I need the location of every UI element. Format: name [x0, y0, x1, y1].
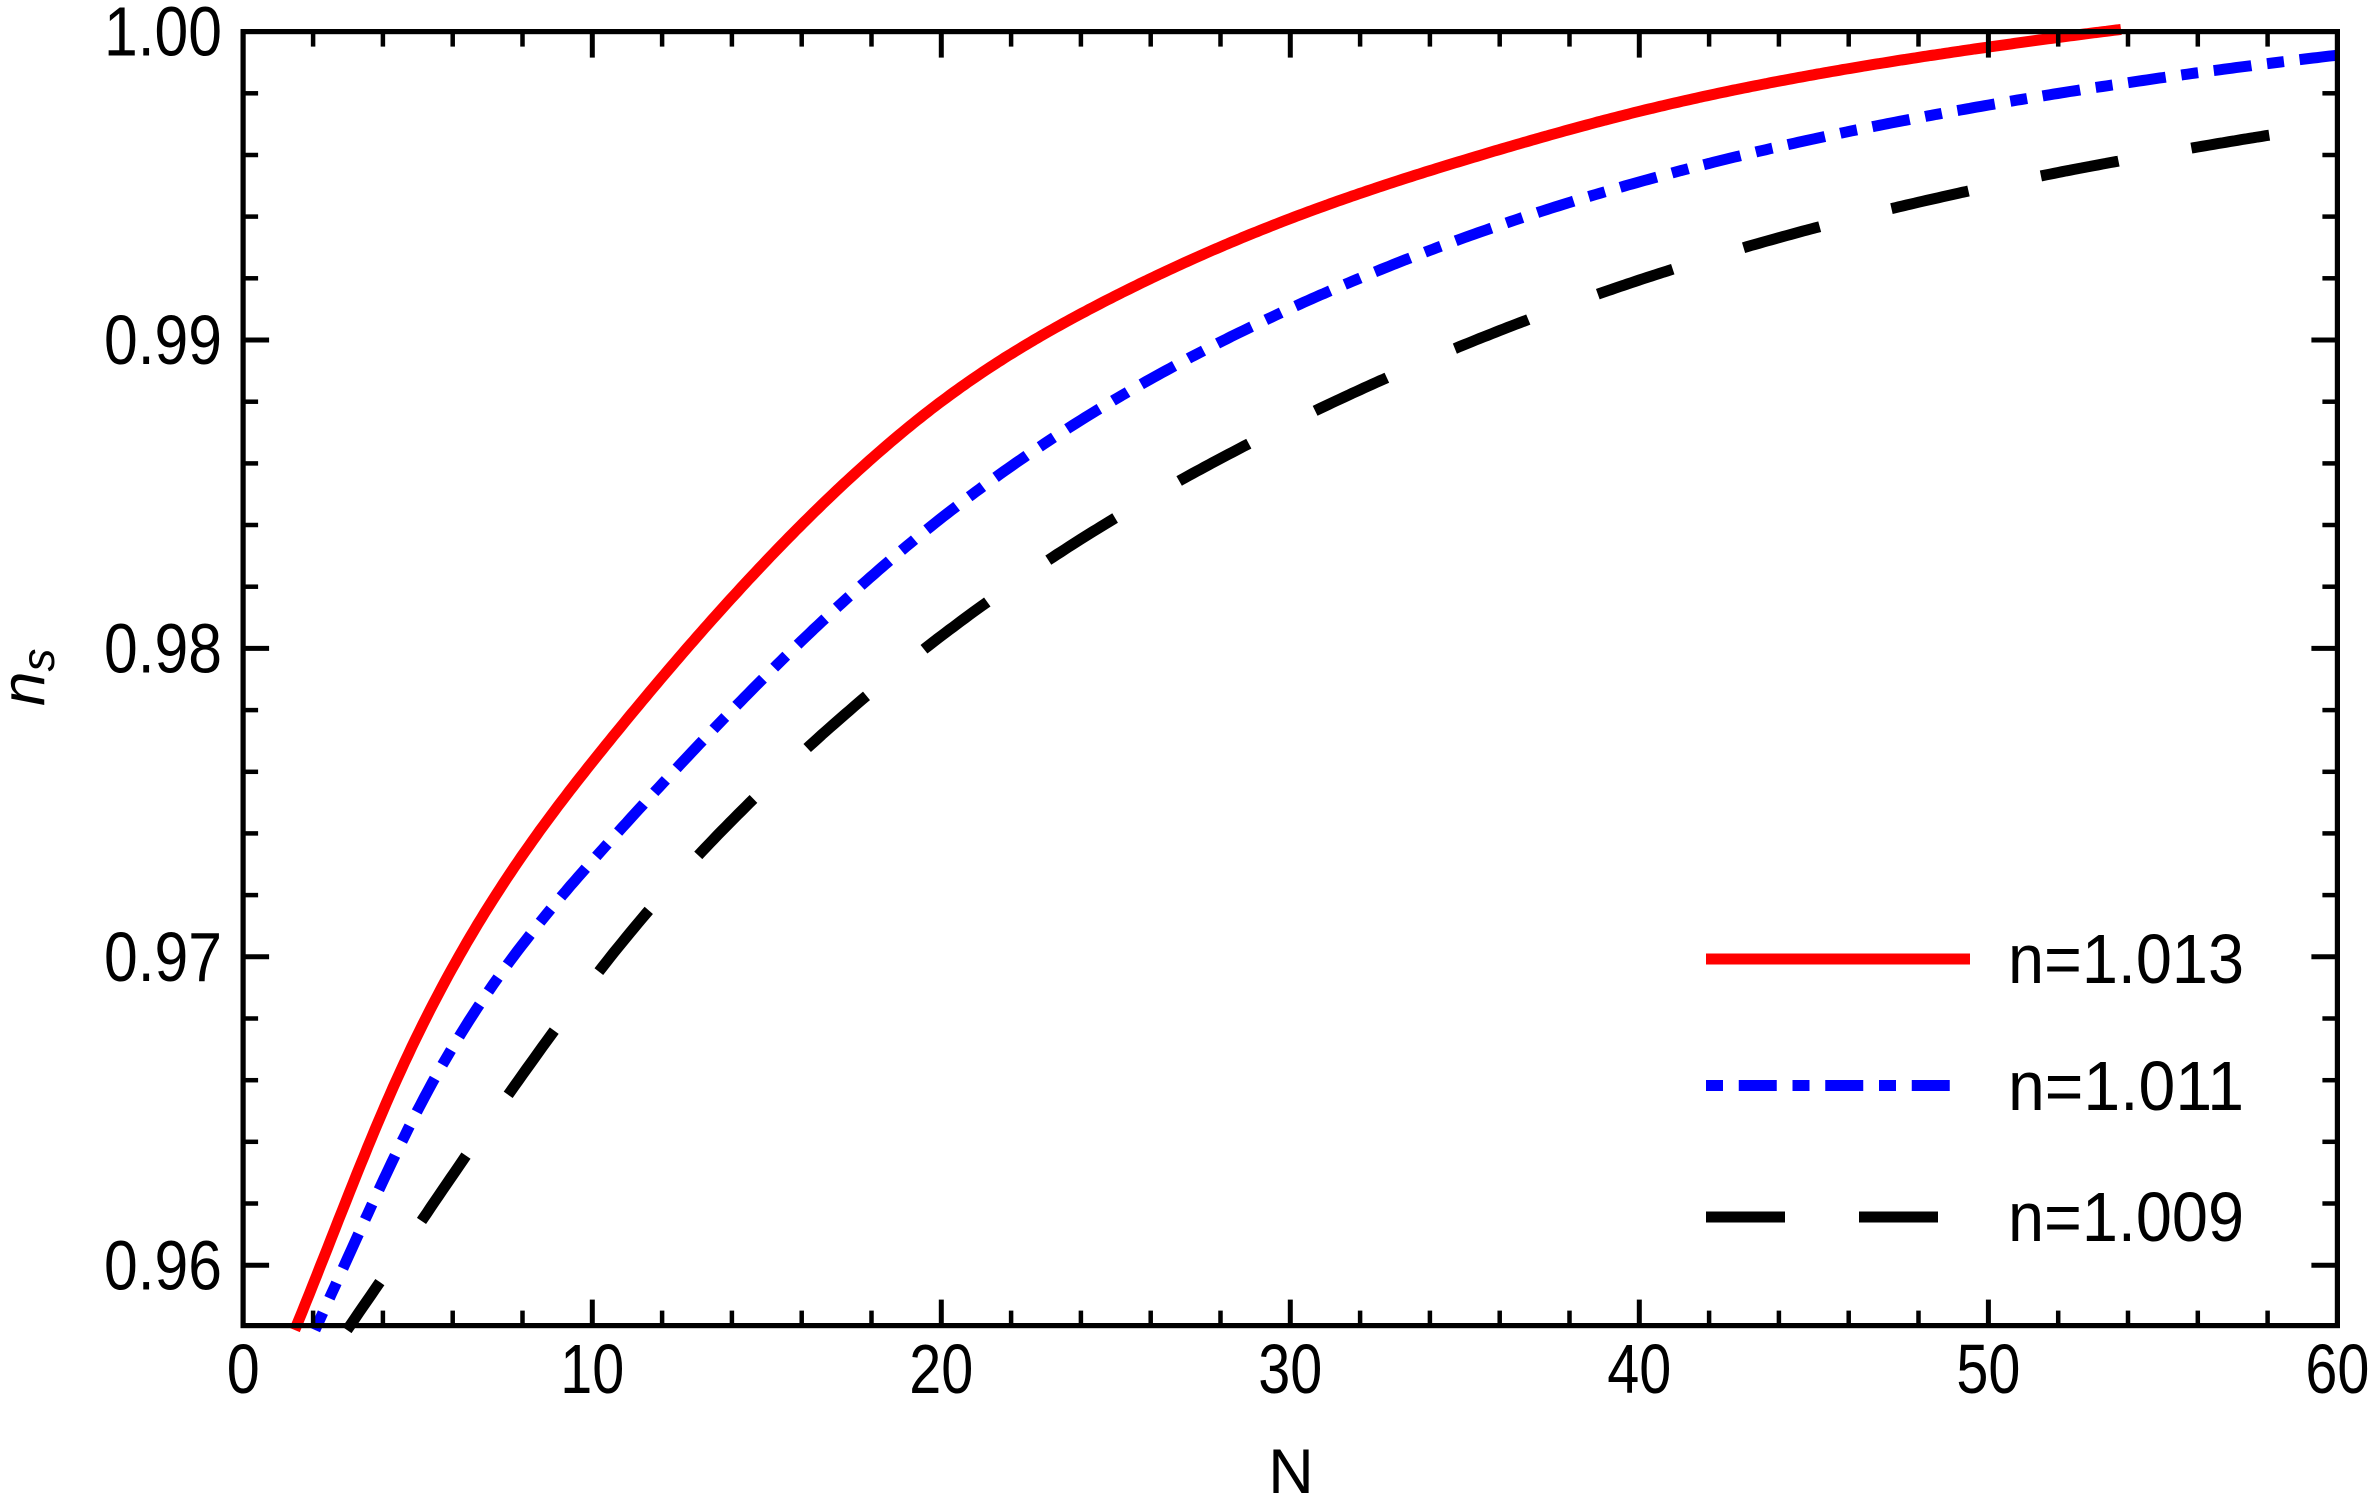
svg-text:30: 30 [1258, 1330, 1322, 1408]
svg-text:0.96: 0.96 [104, 1226, 222, 1304]
svg-text:n=1.009: n=1.009 [2008, 1178, 2244, 1256]
svg-text:n=1.013: n=1.013 [2008, 920, 2244, 998]
svg-text:0.99: 0.99 [104, 301, 222, 379]
svg-text:ns: ns [0, 649, 64, 706]
svg-text:20: 20 [909, 1330, 973, 1408]
svg-text:N: N [1268, 1437, 1314, 1500]
svg-text:1.00: 1.00 [104, 0, 222, 71]
svg-text:n=1.011: n=1.011 [2008, 1047, 2244, 1125]
svg-text:50: 50 [1956, 1330, 2020, 1408]
svg-text:0: 0 [227, 1330, 260, 1408]
svg-text:60: 60 [2305, 1330, 2369, 1408]
svg-text:0.98: 0.98 [104, 610, 222, 688]
svg-text:10: 10 [560, 1330, 624, 1408]
svg-text:40: 40 [1607, 1330, 1671, 1408]
svg-text:0.97: 0.97 [104, 918, 222, 996]
